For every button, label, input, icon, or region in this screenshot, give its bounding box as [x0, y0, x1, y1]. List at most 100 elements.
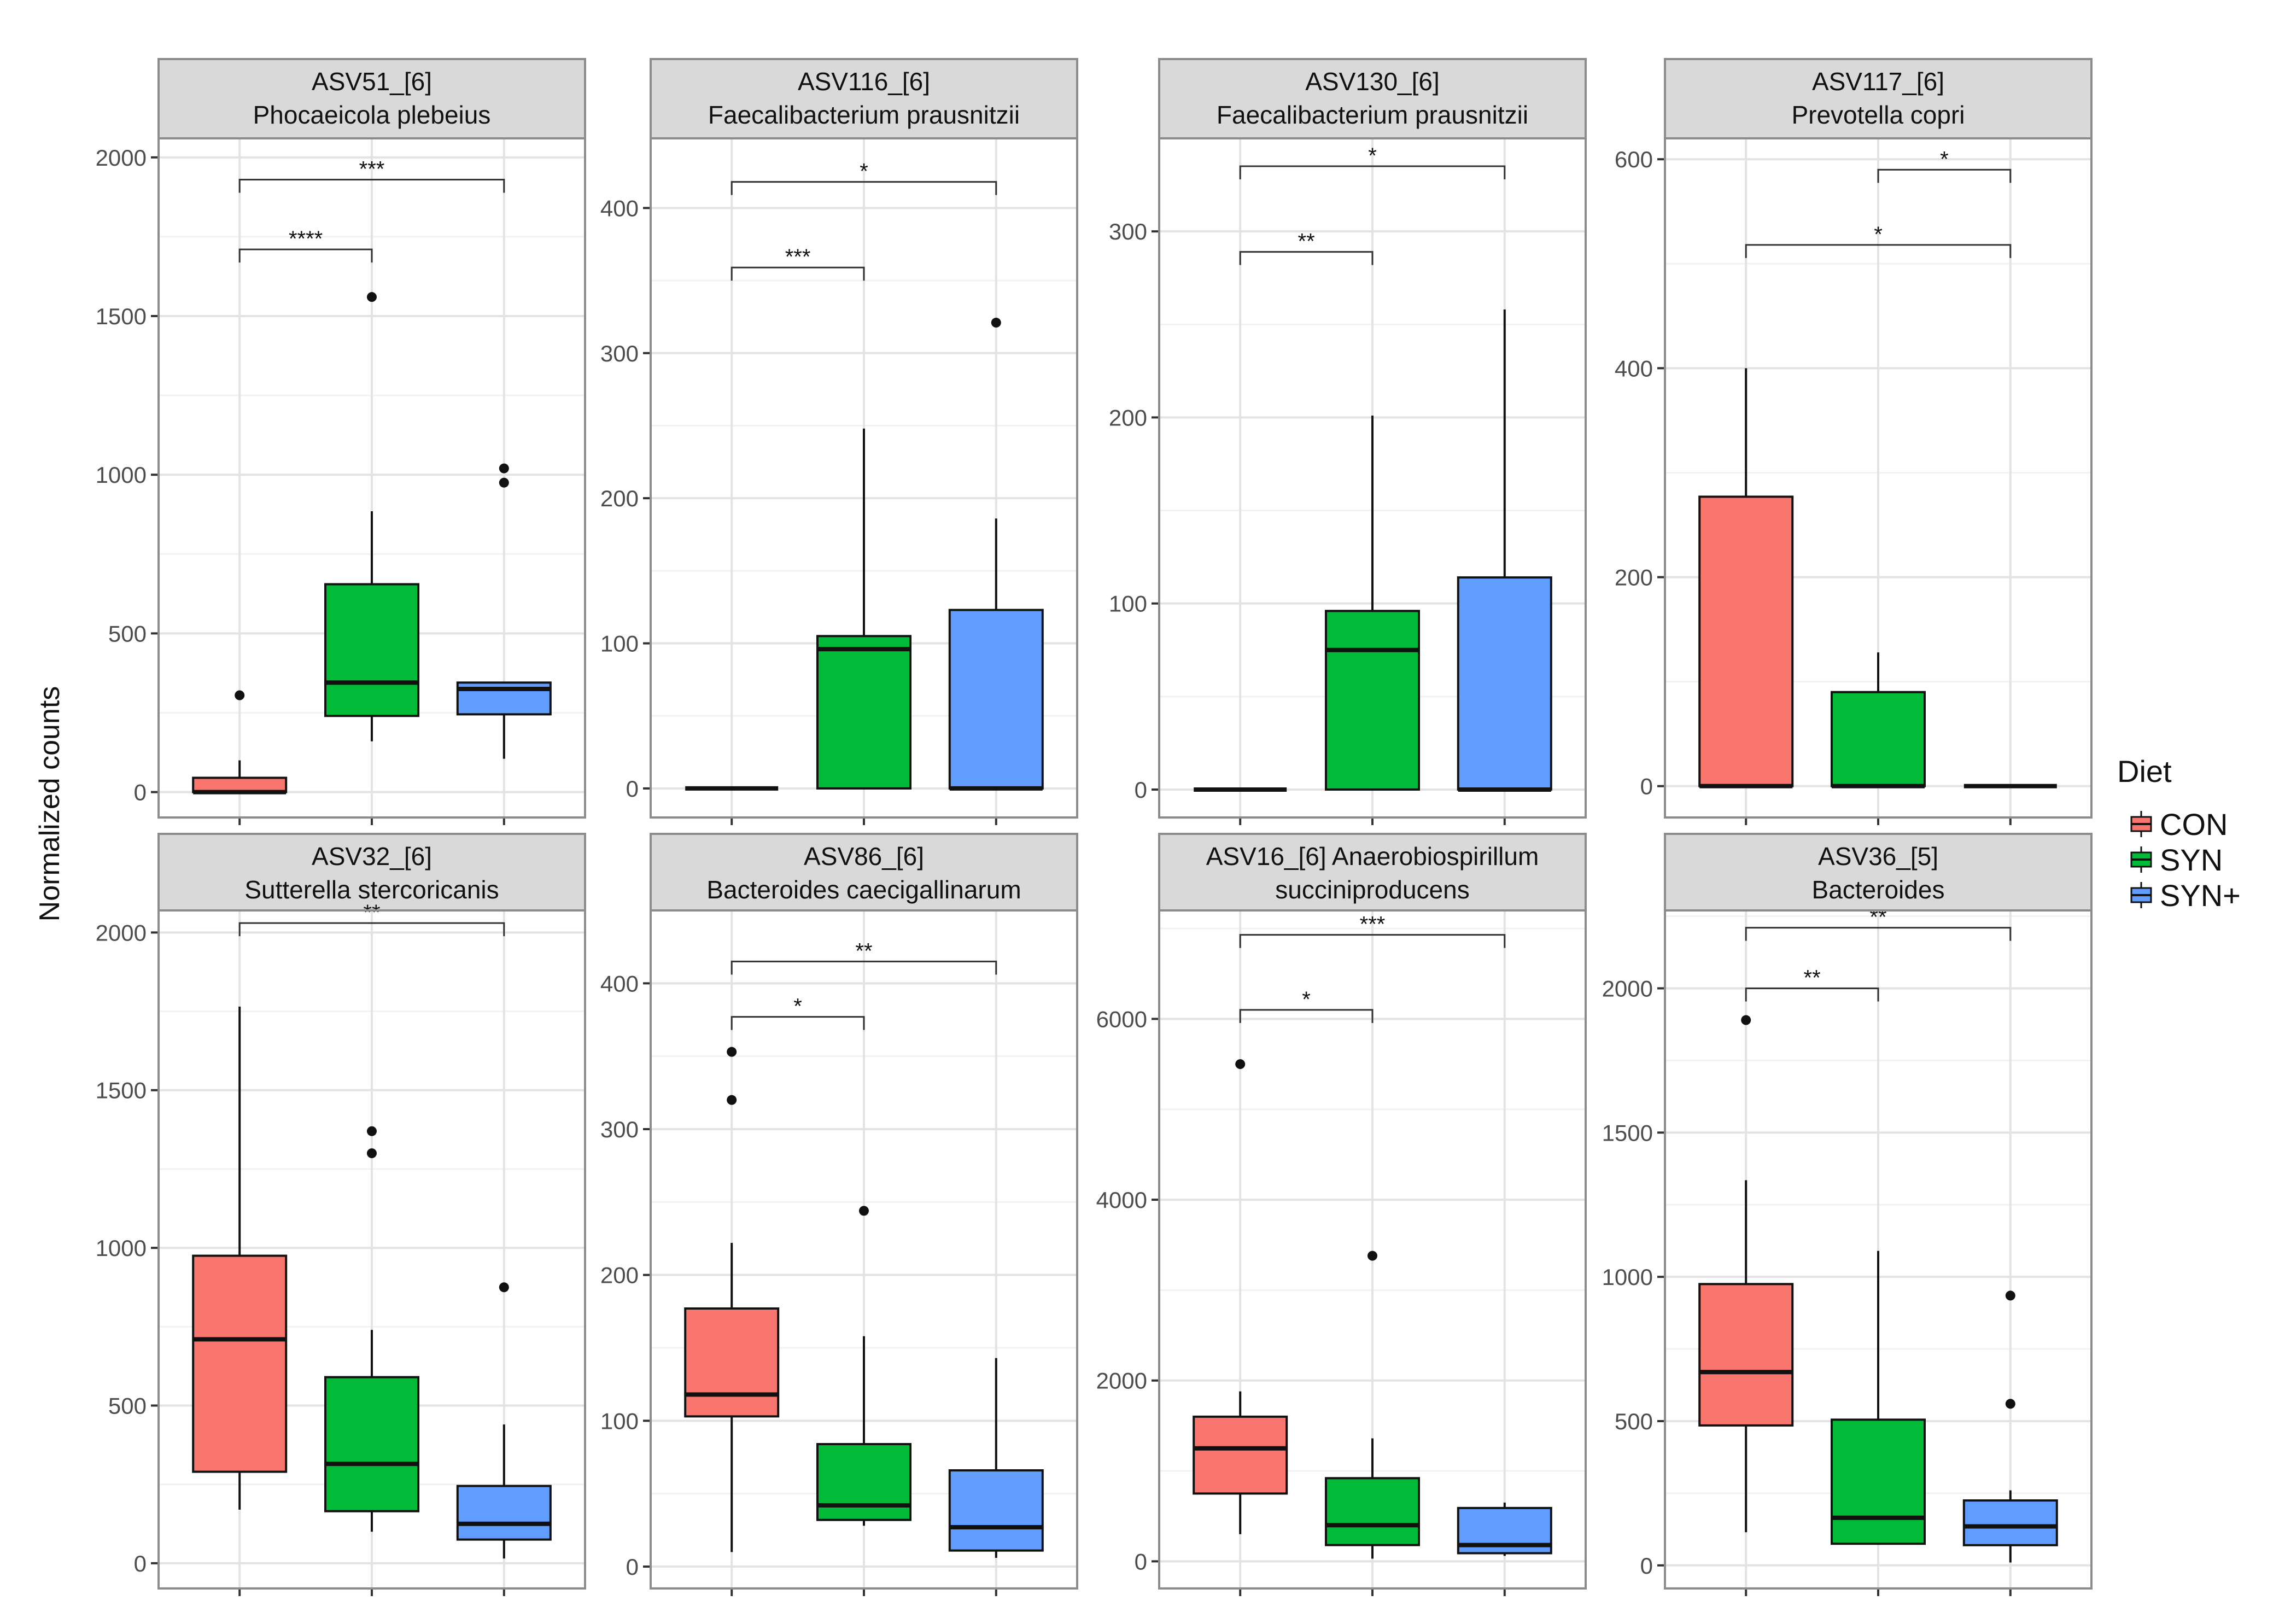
facet-panel-8: ASV36_[5] Bacteroides 0 500 1000 1500 2000 ** ** [1602, 833, 2093, 1596]
panel-border [1158, 909, 1587, 1590]
y-tick-label: 200 [1109, 405, 1147, 430]
y-tick-label: 0 [1135, 777, 1147, 803]
significance-bracket: * [731, 160, 997, 195]
facet-strip [1664, 833, 2093, 912]
bracket-line [238, 922, 505, 937]
significance-bracket: *** [1239, 913, 1506, 948]
significance-label: * [860, 160, 868, 184]
panel-border [1158, 137, 1587, 819]
significance-bracket: **** [238, 227, 373, 263]
box-body [1831, 1418, 1926, 1545]
y-tick-label: 1500 [96, 303, 147, 329]
box-syn [1325, 416, 1420, 791]
y-tick-label: 300 [1109, 219, 1147, 244]
facet-title-line2: Faecalibacterium prausnitzii [708, 101, 1020, 129]
box-body [1698, 1283, 1794, 1427]
legend-label: SYN+ [2160, 878, 2241, 913]
facet-title-line1: ASV116_[6] [798, 67, 930, 96]
legend-item-syn: SYN [2130, 843, 2223, 877]
y-tick-label: 0 [626, 1554, 639, 1580]
facet-panel-2: ASV116_[6] Faecalibacterium prausnitzii 0 1… [600, 58, 1078, 825]
y-tick-label: 1000 [1602, 1264, 1653, 1290]
significance-bracket: * [1877, 147, 2012, 183]
outlier-point [1235, 1059, 1246, 1070]
facet-panel-4: ASV117_[6] Prevotella copri 0 200 400 600 * * [1615, 58, 2093, 825]
y-tick-label: 2000 [1096, 1368, 1147, 1394]
facet-strip [1158, 833, 1587, 912]
outlier-point [727, 1095, 737, 1105]
y-tick-label: 2000 [96, 920, 147, 945]
box-body [192, 776, 288, 793]
box-con [192, 690, 288, 795]
y-tick-label: 4000 [1096, 1187, 1147, 1213]
y-tick-label: 500 [108, 621, 147, 646]
box-syn-plus [456, 463, 552, 759]
box-con [192, 1006, 288, 1510]
outlier-point [2005, 1399, 2015, 1409]
facet-title-line1: ASV51_[6] [312, 67, 432, 96]
box-syn-plus [948, 318, 1044, 791]
significance-label: * [1368, 144, 1377, 168]
facet-panel-3: ASV130_[6] Faecalibacterium prausnitzii 0 1… [1109, 58, 1587, 825]
bracket-line [1239, 251, 1374, 265]
significance-bracket: * [1239, 144, 1506, 180]
box-body [816, 635, 911, 790]
facet-title-line2: Phocaeicola plebeius [253, 101, 491, 129]
facet-title-line1: ASV86_[6] [804, 842, 924, 871]
facet-panel-1: ASV51_[6] Phocaeicola plebeius 0 500 1000 150… [96, 58, 586, 825]
box-syn-plus [456, 1282, 552, 1559]
y-tick-label: 6000 [1096, 1006, 1147, 1032]
y-tick-label: 100 [600, 631, 639, 657]
facet-panel-6: ASV86_[6] Bacteroides caecigallinarum 0 100… [600, 833, 1078, 1596]
significance-bracket: * [731, 995, 865, 1030]
significance-bracket: ** [238, 901, 505, 937]
y-tick-label: 0 [626, 776, 639, 802]
facet-title-line1: ASV32_[6] [312, 842, 432, 871]
y-tick-label: 200 [600, 486, 639, 511]
box-body [1193, 1415, 1288, 1495]
y-tick-label: 0 [134, 780, 147, 805]
facet-title-line2: succiniproducens [1275, 875, 1469, 904]
y-tick-label: 0 [1135, 1549, 1147, 1574]
facet-strip [650, 58, 1078, 139]
bracket-line [238, 248, 373, 263]
y-tick-label: 400 [600, 971, 639, 996]
significance-bracket: *** [238, 157, 505, 193]
bracket-line [731, 266, 865, 281]
legend-item-con: CON [2130, 807, 2228, 842]
legend-label: CON [2160, 807, 2228, 842]
box-body [948, 609, 1044, 790]
y-tick-label: 0 [134, 1551, 147, 1576]
facet-strip [157, 833, 586, 912]
facet-title-line2: Prevotella copri [1791, 101, 1965, 129]
outlier-point [2005, 1290, 2015, 1301]
box-con [1698, 368, 1794, 788]
significance-label: **** [289, 227, 323, 251]
y-tick-label: 100 [600, 1408, 639, 1434]
y-tick-label: 400 [1615, 355, 1653, 381]
legend-title: Diet [2117, 754, 2172, 788]
significance-label: * [1940, 147, 1949, 171]
bracket-line [731, 1016, 865, 1030]
facet-title-line2: Bacteroides caecigallinarum [706, 875, 1021, 904]
box-con [1193, 1059, 1288, 1534]
outlier-point [991, 318, 1001, 328]
box-syn [1325, 1251, 1420, 1559]
box-syn [324, 292, 419, 741]
box-body [1325, 1477, 1420, 1546]
y-tick-label: 300 [600, 341, 639, 366]
panel-border [1664, 909, 2093, 1590]
y-tick-label: 300 [600, 1117, 639, 1142]
box-syn [324, 1126, 419, 1532]
y-tick-label: 600 [1615, 147, 1653, 172]
y-tick-label: 500 [1615, 1409, 1653, 1434]
panel-border [157, 909, 586, 1590]
outlier-point [367, 292, 377, 302]
outlier-point [367, 1148, 377, 1159]
bracket-line [1239, 1009, 1374, 1023]
significance-label: * [1874, 223, 1883, 247]
significance-bracket: ** [1745, 966, 1879, 1002]
box-syn [1831, 1251, 1926, 1545]
box-body [324, 1376, 419, 1512]
